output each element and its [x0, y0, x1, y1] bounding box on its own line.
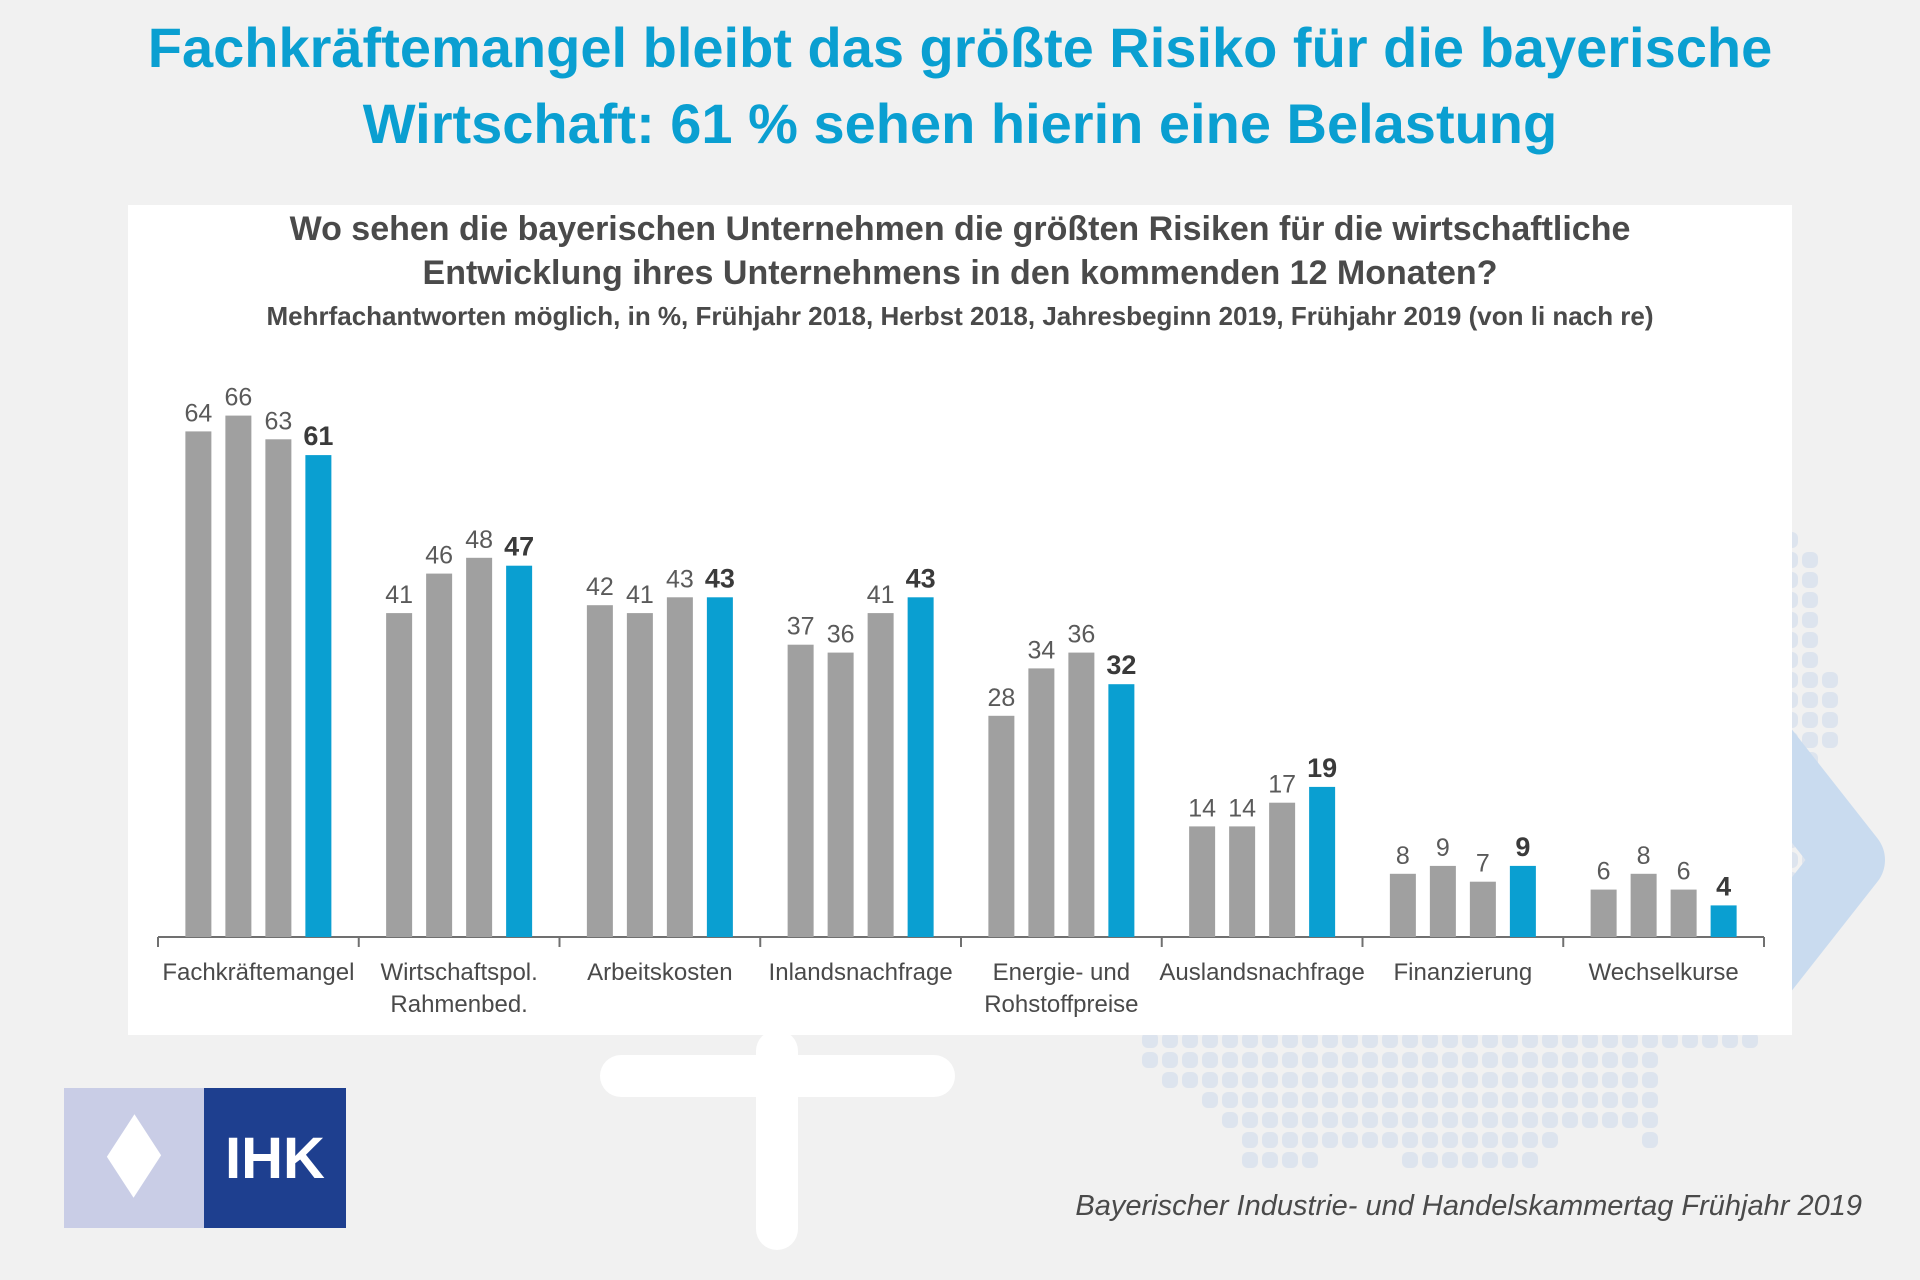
headline-line-1: Fachkräftemangel bleibt das größte Risik…	[147, 16, 1773, 79]
data-label: 64	[184, 399, 212, 427]
data-label: 32	[1106, 650, 1136, 680]
data-label: 43	[666, 565, 694, 593]
data-label: 8	[1396, 842, 1410, 870]
bar	[626, 613, 653, 937]
data-label: 41	[385, 581, 413, 609]
category-label: Arbeitskosten	[587, 959, 732, 986]
bar	[1429, 865, 1456, 937]
data-label: 4	[1716, 871, 1731, 901]
bar	[225, 415, 252, 938]
data-label: 43	[705, 563, 735, 593]
data-label: 41	[626, 581, 654, 609]
bar	[386, 613, 413, 937]
bar	[787, 644, 814, 937]
headline: Fachkräftemangel bleibt das größte Risik…	[0, 10, 1920, 162]
bar	[185, 431, 212, 937]
data-label: 47	[504, 532, 534, 562]
category-label: Wirtschaftspol.	[380, 959, 537, 986]
chart-title-line-2: Entwicklung ihres Unternehmens in den ko…	[422, 254, 1498, 292]
data-label: 28	[987, 684, 1015, 712]
bar	[1309, 786, 1336, 937]
data-label: 36	[827, 621, 855, 649]
bar	[1068, 652, 1095, 937]
data-label: 14	[1188, 794, 1216, 822]
bar	[1389, 873, 1416, 937]
category-label: Fachkräftemangel	[162, 959, 354, 986]
data-label: 8	[1637, 842, 1651, 870]
chart-card: Wo sehen die bayerischen Unternehmen die…	[128, 205, 1792, 1035]
bar	[907, 597, 934, 937]
bar	[265, 439, 292, 937]
bar	[1630, 873, 1657, 937]
data-label: 61	[303, 421, 333, 451]
bar	[506, 565, 533, 937]
bar	[1469, 881, 1496, 937]
logo-text: IHK	[204, 1088, 346, 1228]
data-label: 66	[224, 384, 252, 412]
bar	[1710, 905, 1737, 937]
source-note: Bayerischer Industrie- und Handelskammer…	[1075, 1190, 1862, 1222]
data-label: 46	[425, 542, 453, 570]
bar	[1670, 889, 1697, 937]
ihk-logo: IHK	[64, 1088, 346, 1228]
bar	[586, 605, 613, 937]
data-label: 9	[1436, 834, 1450, 862]
data-label: 41	[867, 581, 895, 609]
bar	[1269, 802, 1296, 937]
data-label: 43	[906, 563, 936, 593]
chart-title-line-1: Wo sehen die bayerischen Unternehmen die…	[289, 210, 1631, 248]
headline-line-2: Wirtschaft: 61 % sehen hierin eine Belas…	[362, 92, 1558, 155]
bar	[466, 557, 493, 937]
bar	[1590, 889, 1617, 937]
category-label: Rohstoffpreise	[984, 991, 1138, 1018]
bar	[305, 455, 332, 937]
data-label: 19	[1307, 753, 1337, 783]
bar	[1108, 684, 1135, 937]
chart-subtitle: Mehrfachantworten möglich, in %, Frühjah…	[266, 301, 1654, 331]
data-label: 7	[1476, 850, 1490, 878]
bar	[1189, 826, 1216, 937]
data-label: 14	[1228, 794, 1256, 822]
bar	[1028, 668, 1055, 937]
bar	[1229, 826, 1256, 937]
category-label: Energie- und	[993, 959, 1130, 986]
data-label: 34	[1027, 636, 1055, 664]
data-label: 42	[586, 573, 614, 601]
bar	[988, 715, 1015, 937]
logo-diamond-panel	[64, 1088, 204, 1228]
data-label: 17	[1268, 771, 1296, 799]
data-label: 6	[1597, 858, 1611, 886]
data-label: 48	[465, 526, 493, 554]
bar	[1509, 865, 1536, 937]
category-label: Finanzierung	[1394, 959, 1533, 986]
category-label: Auslandsnachfrage	[1159, 959, 1364, 986]
bg-bar-shape	[756, 1030, 798, 1250]
data-label: 6	[1677, 858, 1691, 886]
bar	[827, 652, 854, 937]
category-label: Rahmenbed.	[390, 991, 527, 1018]
chart-title: Wo sehen die bayerischen Unternehmen die…	[128, 205, 1792, 295]
data-label: 9	[1515, 832, 1530, 862]
data-label: 63	[264, 407, 292, 435]
bar	[666, 597, 693, 937]
category-label: Inlandsnachfrage	[769, 959, 953, 986]
data-label: 37	[787, 613, 815, 641]
category-label: Wechselkurse	[1588, 959, 1738, 986]
bar	[867, 613, 894, 937]
bar	[706, 597, 733, 937]
diamond-icon	[106, 1114, 162, 1198]
data-label: 36	[1067, 621, 1095, 649]
bar	[426, 573, 453, 937]
